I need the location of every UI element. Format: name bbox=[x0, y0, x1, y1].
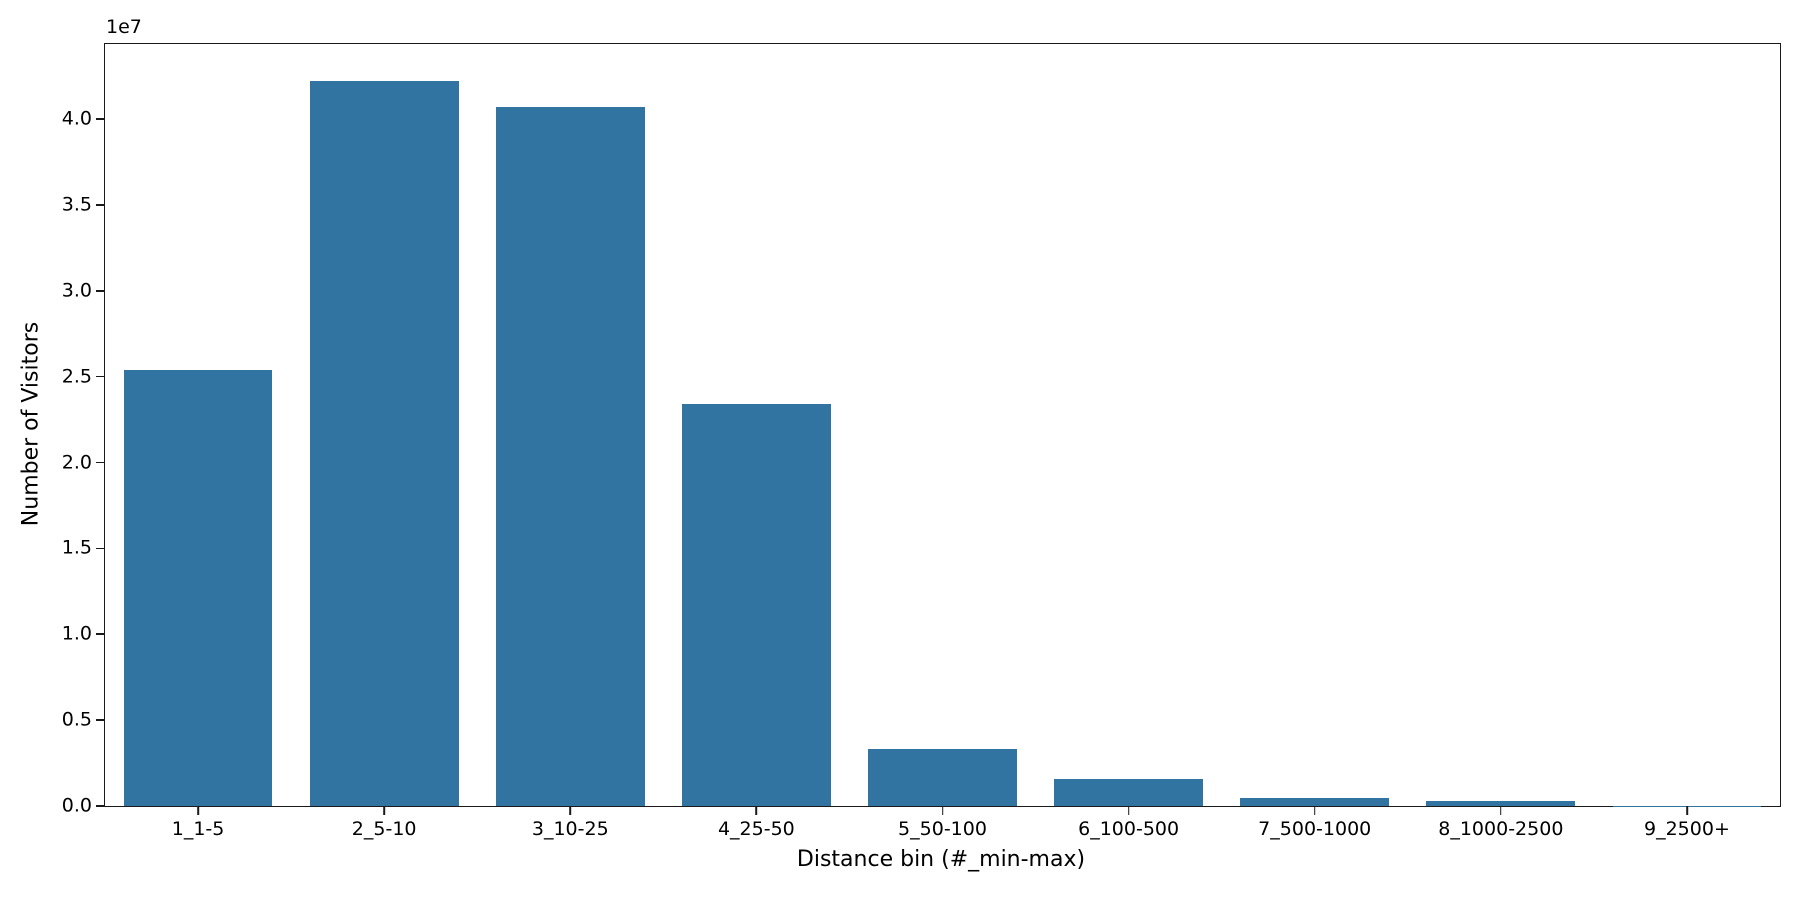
x-tick-label: 3_10-25 bbox=[531, 818, 609, 840]
y-tick-mark bbox=[96, 290, 105, 292]
bar-9_2500+ bbox=[1612, 805, 1762, 806]
y-tick-mark bbox=[96, 719, 105, 721]
x-tick-mark bbox=[569, 806, 572, 815]
plot-area: 1_1-5 2_5-10 3_10-25 4_25-50 5_50-100 6_100-5… bbox=[62, 43, 1781, 840]
x-tick-mark bbox=[1686, 806, 1688, 815]
bar-3_10-25 bbox=[495, 107, 645, 806]
x-tick-label: 5_50-100 bbox=[898, 818, 987, 840]
y-tick-mark bbox=[96, 633, 105, 636]
x-tick-label: 9_2500+ bbox=[1644, 818, 1730, 840]
x-tick-mark bbox=[941, 806, 944, 815]
x-axis-label: Distance bin (#_min-max) bbox=[796, 847, 1086, 872]
y-tick-label: 1.0 bbox=[61, 622, 92, 645]
bar-7_500-1000 bbox=[1240, 797, 1390, 806]
y-tick-mark bbox=[96, 547, 105, 550]
bar-8_1000-2500 bbox=[1426, 801, 1576, 806]
y-tick-mark bbox=[96, 375, 105, 378]
y-tick-label: 3.0 bbox=[61, 279, 92, 302]
x-tick-label: 8_1000-2500 bbox=[1438, 818, 1564, 840]
y-tick-mark bbox=[96, 461, 105, 464]
y-tick-label: 2.0 bbox=[61, 451, 92, 474]
y-tick-label: 0.5 bbox=[61, 708, 92, 731]
bar-6_100-500 bbox=[1054, 778, 1204, 806]
x-tick-mark bbox=[755, 806, 758, 815]
x-tick-mark bbox=[197, 806, 199, 815]
bar-4_25-50 bbox=[681, 404, 831, 806]
x-tick-label: 2_5-10 bbox=[351, 818, 417, 840]
y-tick-mark bbox=[96, 805, 105, 807]
y-axis-label: Number of Visitors bbox=[18, 321, 44, 527]
x-tick-label: 4_25-50 bbox=[717, 818, 795, 840]
y-tick-label: 0.0 bbox=[61, 794, 92, 817]
x-tick-label: 1_1-5 bbox=[171, 818, 225, 840]
bar-1_1-5 bbox=[123, 369, 273, 806]
bar-2_5-10 bbox=[309, 81, 459, 806]
y-tick-label: 1.5 bbox=[61, 536, 92, 559]
y-tick-label: 4.0 bbox=[61, 107, 92, 130]
x-tick-label: 7_500-1000 bbox=[1258, 818, 1372, 840]
bar-5_50-100 bbox=[868, 749, 1017, 806]
y-tick-mark bbox=[96, 118, 105, 120]
x-tick-mark bbox=[1500, 806, 1502, 815]
y-tick-label: 2.5 bbox=[61, 365, 92, 388]
x-tick-mark bbox=[1127, 806, 1130, 815]
x-tick-mark bbox=[1313, 806, 1316, 815]
y-tick-label: 3.5 bbox=[61, 193, 92, 216]
x-tick-label: 6_100-500 bbox=[1078, 818, 1180, 840]
y-axis-offset-text: 1e7 bbox=[106, 16, 142, 38]
x-tick-mark bbox=[383, 806, 385, 815]
y-tick-mark bbox=[96, 204, 105, 206]
